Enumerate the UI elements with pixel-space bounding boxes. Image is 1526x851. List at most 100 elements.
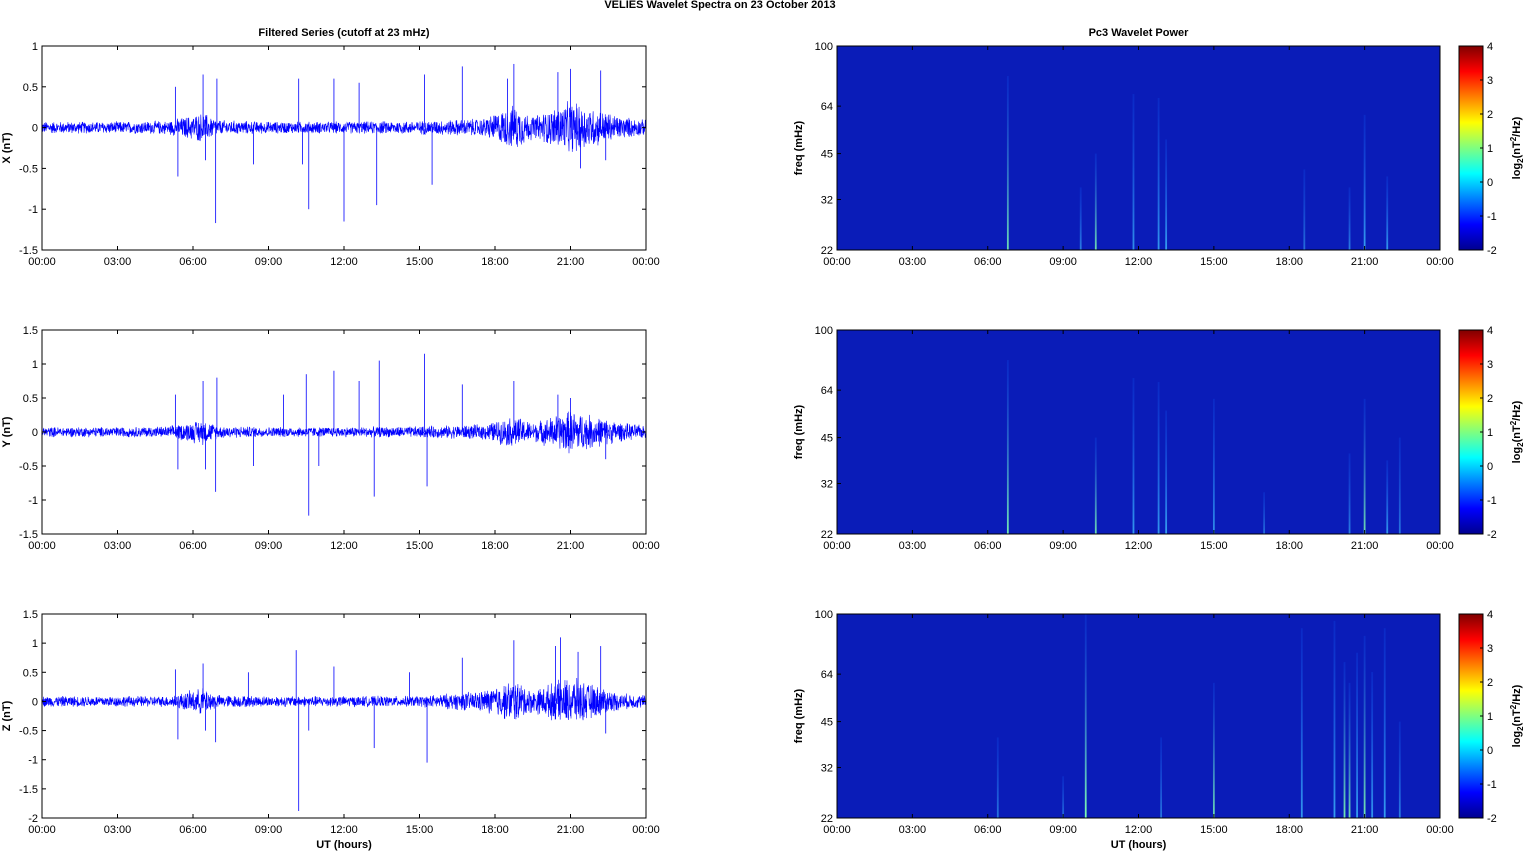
power-streak [1363,635,1366,818]
y-tick-label: 1.5 [23,609,38,621]
y-tick-label: 22 [821,529,833,541]
power-streak [1348,453,1351,534]
x-tick-label: 03:00 [899,256,927,268]
x-tick-label: 15:00 [1200,256,1228,268]
x-tick-label: 00:00 [1426,256,1454,268]
y-tick-label: 45 [821,433,833,445]
y-tick-label: 100 [815,41,833,53]
colorbar-label-part: (nT [1511,141,1523,158]
series-group [42,353,646,516]
y-tick-label: -1.5 [19,245,38,257]
y-tick-label: -2 [28,813,38,825]
power-streak [1157,97,1160,250]
power-streak [1157,381,1160,534]
x-tick-label: 00:00 [632,256,660,268]
power-streak [1343,662,1346,818]
colorbar [1458,613,1484,819]
y-tick-label: 64 [821,101,833,113]
x-axis-label: UT (hours) [316,839,372,851]
x-tick-label: 06:00 [179,824,207,836]
colorbar-tick-label: 0 [1487,461,1493,473]
colorbar-label-part: (nT [1511,425,1523,442]
y-tick-label: 0 [32,123,38,135]
power-streak [1383,628,1386,818]
colorbar-tick-label: -2 [1487,813,1497,825]
x-tick-label: 18:00 [481,256,509,268]
power-streak [1348,187,1351,250]
y-tick-label: -0.5 [19,163,38,175]
power-streak [1398,721,1401,818]
y-axis-label: Y (nT) [1,416,13,447]
x-tick-label: 21:00 [557,540,585,552]
power-streak [1132,94,1135,250]
y-tick-label: -1 [28,204,38,216]
power-streak [1094,437,1097,534]
colorbar-label-part: 2 [1516,442,1525,447]
x-tick-label: 18:00 [481,540,509,552]
power-streak [1333,620,1336,818]
power-streak [1165,410,1168,534]
power-streak [1398,437,1401,534]
y-tick-label: 64 [821,385,833,397]
heatmap-background [837,330,1440,534]
x-tick-label: 00:00 [823,540,851,552]
plot-area [42,614,646,818]
colorbar-label-part: /Hz) [1511,684,1523,705]
colorbar-tick-label: -1 [1487,211,1497,223]
power-streak [1212,398,1215,534]
colorbar-tick-label: 1 [1487,711,1493,723]
heatmap-streaks [1006,360,1401,534]
y-tick-label: 64 [821,669,833,681]
colorbar-label-part: log [1511,447,1523,464]
x-tick-label: 06:00 [974,540,1002,552]
colorbar-tick-label: 4 [1487,41,1493,53]
time-series-panel: 1.5 1 0.5 0 -0.5 -1 -1.5 Y (nT) 00:00 03:00 06:00 0… [1,325,660,552]
x-tick-label: 18:00 [1275,540,1303,552]
colorbar [1458,45,1484,251]
time-series-panel: 1.5 1 0.5 0 -0.5 -1 -1.5 -2 Z (nT) 00:00 03:00 06:0… [1,609,660,851]
y-axis-label: freq (mHz) [793,688,805,743]
x-tick-label: 03:00 [104,824,132,836]
y-tick-label: 0.5 [23,667,38,679]
power-streak [1079,187,1082,250]
x-tick-label: 03:00 [899,824,927,836]
time-series-panel: 1 0.5 0 -0.5 -1 -1.5 X (nT) 00:00 03:00 06:00 09:0… [1,27,660,268]
colorbar-label-part: 2 [1516,158,1525,163]
colorbar-tick-label: 3 [1487,643,1493,655]
y-tick-label: 22 [821,245,833,257]
power-streak [1363,398,1366,534]
y-tick-label: -1 [28,755,38,767]
power-streak [1006,76,1009,250]
y-tick-label: 100 [815,325,833,337]
power-streak [1371,672,1374,818]
colorbar-label: log2(nT2/Hz) [1509,400,1525,463]
x-tick-label: 00:00 [632,824,660,836]
heatmap-background [837,614,1440,818]
y-axis-label: Z (nT) [1,700,13,731]
colorbar-label-part: 2 [1509,704,1518,709]
x-tick-label: 00:00 [1426,824,1454,836]
y-tick-label: 0 [32,696,38,708]
colorbar-label-part: /Hz) [1511,400,1523,421]
x-tick-label: 15:00 [406,824,434,836]
x-tick-label: 09:00 [1049,256,1077,268]
x-tick-label: 00:00 [823,824,851,836]
power-streak [1160,737,1163,818]
x-tick-label: 21:00 [1351,256,1379,268]
x-axis-label: UT (hours) [1111,839,1167,851]
x-tick-label: 03:00 [104,540,132,552]
x-tick-label: 03:00 [104,256,132,268]
y-tick-label: 32 [821,479,833,491]
x-tick-label: 00:00 [823,256,851,268]
colorbar-tick-label: -1 [1487,779,1497,791]
x-tick-label: 00:00 [28,256,56,268]
x-tick-label: 00:00 [632,540,660,552]
power-streak [1212,682,1215,818]
power-streak [1165,139,1168,250]
y-tick-label: 32 [821,763,833,775]
colorbar-tick-label: -1 [1487,495,1497,507]
colorbar-tick-label: 3 [1487,359,1493,371]
x-tick-label: 21:00 [1351,540,1379,552]
colorbar-tick-label: 2 [1487,677,1493,689]
